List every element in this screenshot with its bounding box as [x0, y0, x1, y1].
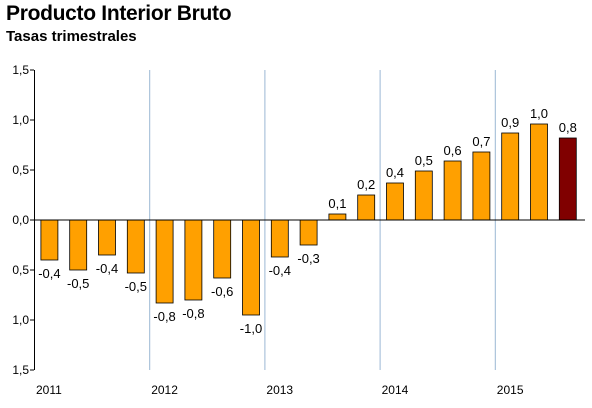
data-label: -1,0 — [240, 321, 262, 336]
y-tick-label: 0,5 — [12, 163, 29, 177]
bar — [501, 132, 520, 221]
data-label: -0,5 — [67, 276, 89, 291]
bar — [184, 219, 203, 301]
data-label: 0,8 — [559, 120, 577, 135]
bar — [299, 219, 318, 246]
data-label: 0,9 — [501, 115, 519, 130]
bar — [242, 219, 260, 316]
chart-title: Producto Interior Bruto — [6, 2, 232, 25]
bar — [443, 160, 462, 221]
data-label: 0,4 — [386, 165, 404, 180]
data-label: 0,7 — [472, 134, 490, 149]
x-tick-label: 2014 — [382, 383, 409, 397]
data-label: -0,8 — [153, 309, 175, 324]
bar — [98, 219, 116, 256]
x-tick-label: 2015 — [497, 383, 524, 397]
bar — [126, 219, 145, 274]
data-label: -0,4 — [38, 266, 60, 281]
y-tick-label: 0,5 — [12, 263, 29, 277]
x-tick-label: 2013 — [266, 383, 293, 397]
bar — [40, 219, 59, 261]
y-tick-label: 1,0 — [12, 313, 29, 327]
bar — [328, 213, 347, 221]
bar-series — [40, 123, 577, 316]
y-tick-label: 1,0 — [12, 113, 29, 127]
data-label: 0,1 — [328, 196, 346, 211]
bar — [414, 170, 433, 221]
bar — [155, 219, 174, 304]
data-label: -0,5 — [125, 279, 147, 294]
data-label: -0,6 — [211, 284, 233, 299]
data-label: -0,4 — [96, 261, 118, 276]
x-tick-label: 2011 — [36, 383, 62, 397]
axes: 1,5 1,0 0,5 0,0 0,5 1,0 1,5 2011 2012 2013 2014 201… — [12, 63, 585, 397]
chart-subtitle: Tasas trimestrales — [6, 28, 137, 45]
data-label: -0,8 — [182, 306, 204, 321]
data-label: 1,0 — [530, 106, 548, 121]
data-label: 0,2 — [357, 177, 375, 192]
bar — [357, 194, 376, 221]
data-label: 0,5 — [415, 153, 433, 168]
x-tick-label: 2012 — [151, 383, 178, 397]
bar — [213, 219, 232, 279]
bar — [530, 123, 548, 221]
data-labels: -0,4 -0,5 -0,4 -0,5 -0,8 -0,8 -0,6 -1,0 -0,4 -0,3… — [38, 106, 577, 336]
bar — [558, 137, 577, 221]
bar — [69, 219, 88, 271]
data-label: -0,4 — [269, 263, 291, 278]
data-label: 0,6 — [444, 143, 462, 158]
bar — [472, 151, 491, 221]
data-label: -0,3 — [297, 251, 319, 266]
bar — [270, 219, 289, 258]
y-tick-label: 1,5 — [12, 363, 29, 377]
y-tick-label: 1,5 — [12, 63, 29, 77]
bar — [386, 182, 404, 221]
y-tick-label: 0,0 — [12, 213, 29, 227]
